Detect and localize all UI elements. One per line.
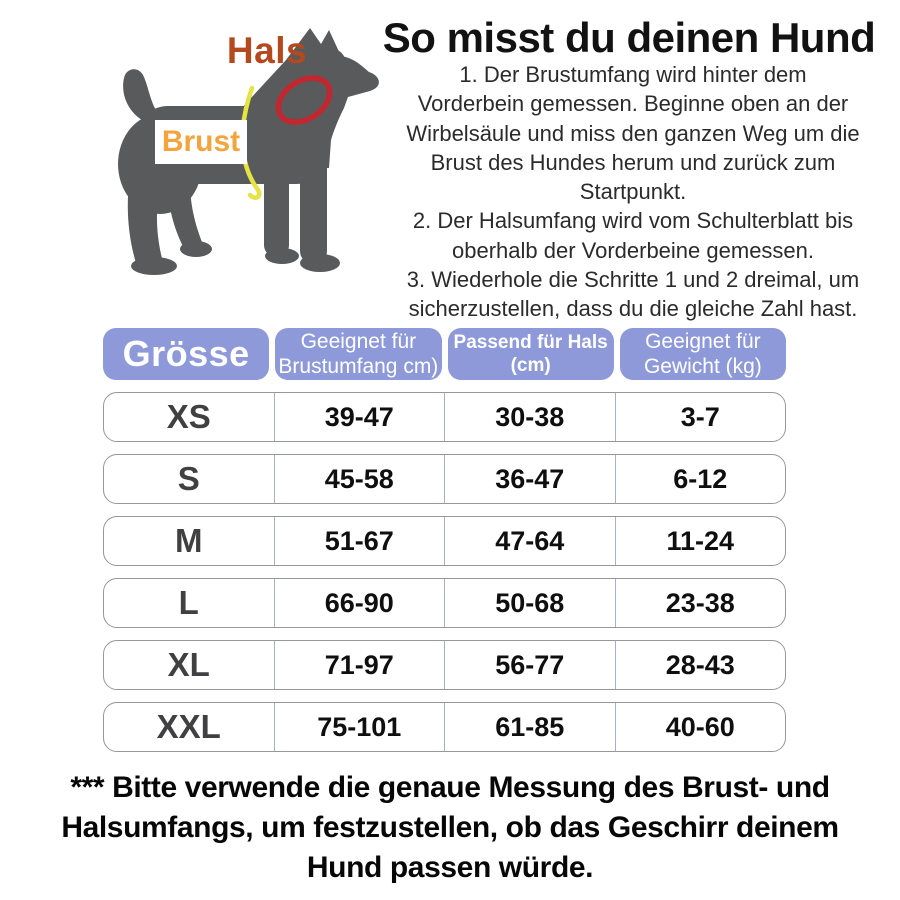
- cell-size: M: [104, 517, 275, 565]
- column-header-4: Geeignet für Gewicht (kg): [619, 328, 786, 380]
- instruction-step-3: 3. Wiederhole die Schritte 1 und 2 dreim…: [406, 267, 860, 322]
- table-row: XS 39-47 30-38 3-7: [103, 392, 786, 442]
- instruction-step-1: 1. Der Brustumfang wird hinter dem Vorder…: [406, 62, 860, 205]
- cell-weight: 23-38: [665, 587, 735, 618]
- cell-chest: 51-67: [275, 517, 445, 565]
- neck-measure-ring: [275, 75, 333, 125]
- cell-neck: 50-68: [445, 579, 616, 627]
- chest-label: Brust: [155, 120, 247, 164]
- table-row: M 51-67 47-64 11-24: [103, 516, 786, 566]
- instruction-step-2: 2. Der Halsumfang wird vom Schulterblatt…: [412, 208, 854, 263]
- dog-illustration: [118, 28, 379, 275]
- cell-weight: 40-60: [665, 711, 735, 742]
- page-title: So misst du deinen Hund: [382, 14, 876, 61]
- cell-weight: 6-12: [673, 463, 728, 494]
- table-row: L 66-90 50-68 23-38: [103, 578, 786, 628]
- dog-diagram: Hals Brust: [98, 16, 400, 292]
- measuring-instructions: 1. Der Brustumfang wird hinter dem Vorder…: [366, 60, 900, 324]
- cell-weight: 3-7: [680, 401, 720, 432]
- table-header-row: Grösse Geeignet für Brustumfang cm) Passend…: [103, 328, 786, 380]
- column-header-1: Grösse: [103, 328, 270, 380]
- cell-neck: 36-47: [445, 455, 616, 503]
- table-row: XXL 75-101 61-85 40-60: [103, 702, 786, 752]
- cell-neck: 61-85: [445, 703, 616, 751]
- table-body: XS 39-47 30-38 3-7 S 45-58 36-47 6-12 M 51-67 47-6…: [103, 392, 786, 752]
- cell-chest: 75-101: [275, 703, 445, 751]
- cell-neck: 56-77: [445, 641, 616, 689]
- cell-chest: 71-97: [275, 641, 445, 689]
- cell-size: S: [104, 455, 275, 503]
- cell-neck: 47-64: [445, 517, 616, 565]
- size-table: Grösse Geeignet für Brustumfang cm) Passend…: [103, 328, 786, 752]
- dog-silhouette-icon: [118, 28, 379, 275]
- cell-size: XXL: [104, 703, 275, 751]
- cell-chest: 39-47: [275, 393, 445, 441]
- cell-chest: 66-90: [275, 579, 445, 627]
- table-row: S 45-58 36-47 6-12: [103, 454, 786, 504]
- cell-size: XL: [104, 641, 275, 689]
- cell-size: XS: [104, 393, 275, 441]
- column-header-2: Geeignet für Brustumfang cm): [275, 328, 442, 380]
- footnote: *** Bitte verwende die genaue Messung de…: [61, 771, 839, 884]
- neck-label: Hals: [226, 30, 308, 71]
- cell-size: L: [104, 579, 275, 627]
- chest-measure-line: [240, 85, 262, 200]
- table-row: XL 71-97 56-77 28-43: [103, 640, 786, 690]
- cell-chest: 45-58: [275, 455, 445, 503]
- cell-neck: 30-38: [445, 393, 616, 441]
- cell-weight: 11-24: [666, 525, 735, 556]
- column-header-3: Passend für Hals (cm): [447, 328, 614, 380]
- cell-weight: 28-43: [665, 649, 735, 680]
